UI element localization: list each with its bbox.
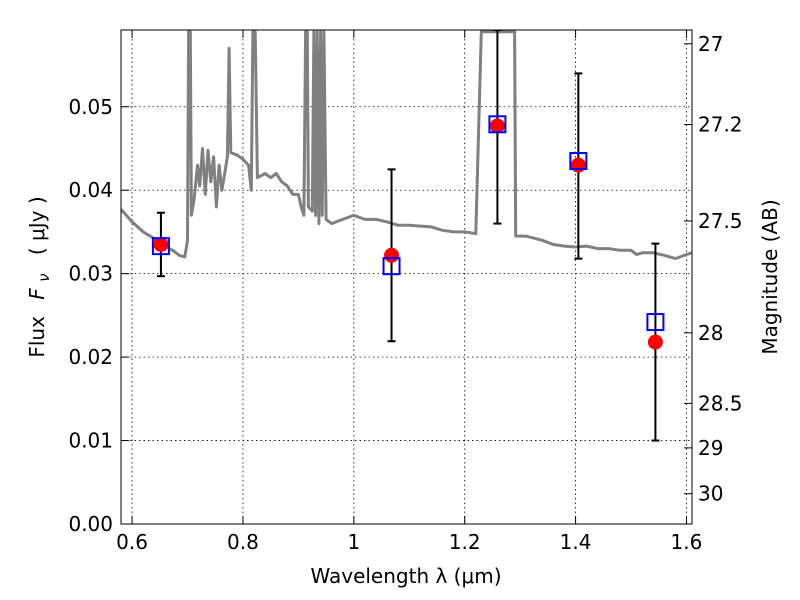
x-tick-label: 1.2 <box>449 530 481 554</box>
y2-tick-label: 28.5 <box>698 391 743 415</box>
model-flux-layer <box>151 115 665 332</box>
y-tick-label: 0.00 <box>68 512 113 536</box>
y-tick-label: 0.01 <box>68 429 113 453</box>
y2-tick-label: 29 <box>698 436 723 460</box>
y-axis-title: Flux F ν ( μJy ) <box>25 196 54 357</box>
x-tick-label: 1 <box>347 530 360 554</box>
y-tick-label: 0.03 <box>68 262 113 286</box>
model-flux-square <box>569 152 588 171</box>
y2-axis-title: Magnitude (AB) <box>758 199 782 354</box>
observed-point <box>384 247 400 263</box>
grid-lines <box>121 30 692 524</box>
observed-point <box>153 236 169 252</box>
x-tick-label: 1.4 <box>560 530 592 554</box>
observed-point <box>570 157 586 173</box>
x-tick-label: 1.6 <box>671 530 703 554</box>
model-spectrum-layer <box>121 30 692 261</box>
y2-tick-label: 27.2 <box>698 113 743 137</box>
x-axis-ticks: 0.6 0.8 1 1.2 1.4 1.6 <box>116 30 702 554</box>
y-tick-label: 0.04 <box>68 178 113 202</box>
y-axis-title-suffix: ( μJy ) <box>25 196 49 255</box>
y-tick-label: 0.02 <box>68 345 113 369</box>
y2-tick-label: 28 <box>698 321 723 345</box>
y-tick-label: 0.05 <box>68 95 113 119</box>
model-flux-square <box>151 237 170 256</box>
model-flux-square <box>382 257 401 276</box>
x-tick-label: 0.6 <box>116 530 148 554</box>
observed-point <box>647 334 663 350</box>
x-tick-label: 0.8 <box>227 530 259 554</box>
y2-tick-label: 30 <box>698 482 723 506</box>
y-axis-title-prefix: Flux <box>25 316 49 358</box>
y-axis-title-symbol-sub: ν <box>35 273 53 281</box>
observed-point <box>489 118 505 134</box>
y2-tick-label: 27 <box>698 32 723 56</box>
errorbar-layer <box>156 30 660 442</box>
plot-frame <box>120 29 693 525</box>
y2-tick-label: 27.5 <box>698 209 743 233</box>
model-spectrum-line <box>121 30 692 261</box>
y2-axis-ticks: 27 27.2 27.5 28 28.5 29 30 <box>684 32 743 506</box>
model-flux-square <box>488 115 507 134</box>
y-axis-ticks: 0.00 0.01 0.02 0.03 0.04 0.05 <box>68 95 129 536</box>
model-flux-square <box>646 313 665 332</box>
x-axis-title: Wavelength λ (μm) <box>310 564 501 588</box>
y-axis-title-symbol: F <box>25 288 49 300</box>
